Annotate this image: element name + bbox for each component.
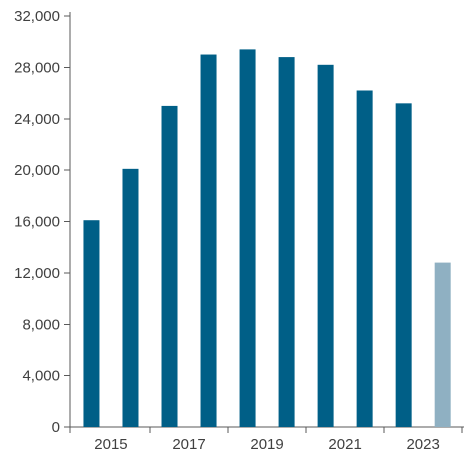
bar-2016 [122, 168, 139, 427]
x-tick-label: 2017 [172, 436, 205, 453]
bar-2020 [278, 57, 295, 427]
x-axis: 2015 2017 2019 2021 2023 [69, 426, 464, 453]
y-tick-label: 12,000 [14, 265, 60, 282]
bar-2023 [395, 103, 412, 428]
bar-2015 [83, 220, 100, 427]
x-tick-label: 2023 [406, 436, 439, 453]
y-tick-label: 28,000 [14, 59, 60, 76]
bars [83, 49, 451, 428]
bar-2021 [317, 64, 334, 428]
x-tick-label: 2019 [250, 436, 283, 453]
bar-2018 [200, 54, 217, 427]
bar-2019 [239, 49, 256, 428]
y-axis: 0 4,000 8,000 12,000 16,000 20,000 24,000 28,00… [14, 8, 71, 436]
x-tick-label: 2021 [328, 436, 361, 453]
bar-2024 [434, 262, 451, 427]
y-tick-label: 16,000 [14, 214, 60, 231]
y-tick-label: 32,000 [14, 8, 60, 25]
y-tick-label: 24,000 [14, 111, 60, 128]
y-tick-label: 0 [52, 419, 60, 436]
y-tick-label: 20,000 [14, 162, 60, 179]
bar-2022 [356, 90, 373, 428]
y-tick-label: 8,000 [22, 316, 60, 333]
x-tick-label: 2015 [94, 436, 127, 453]
bar-2017 [161, 105, 178, 427]
y-tick-label: 4,000 [22, 368, 60, 385]
